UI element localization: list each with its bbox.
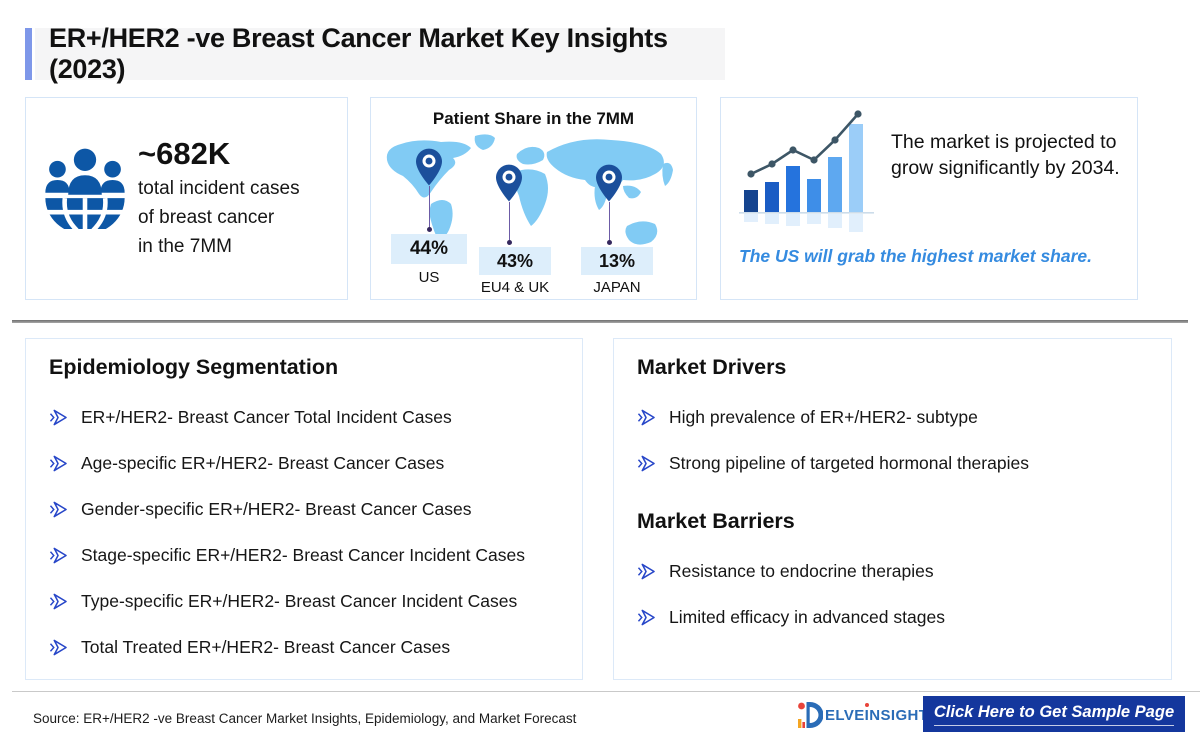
incident-cases-caption-line: of breast cancer [138, 207, 275, 228]
market-panel: Market Drivers High prevalence of ER+/HE… [613, 338, 1172, 680]
market-driver-item: High prevalence of ER+/HER2- subtype [669, 407, 978, 427]
list-item: High prevalence of ER+/HER2- subtype [637, 407, 1151, 428]
arrow-bullet-icon [49, 409, 67, 426]
arrow-bullet-icon [637, 609, 655, 626]
arrow-bullet-icon [637, 563, 655, 580]
arrow-bullet-icon [637, 409, 655, 426]
region-label-japan: JAPAN [593, 279, 641, 296]
epidemiology-panel: Epidemiology Segmentation ER+/HER2- Brea… [25, 338, 583, 680]
section-divider [12, 320, 1188, 323]
market-drivers-heading: Market Drivers [637, 355, 787, 379]
growth-chart-icon [739, 110, 874, 232]
list-item: Limited efficacy in advanced stages [637, 607, 1151, 628]
arrow-bullet-icon [49, 455, 67, 472]
title-box: ER+/HER2 -ve Breast Cancer Market Key In… [35, 23, 725, 84]
list-item: Stage-specific ER+/HER2- Breast Cancer I… [49, 545, 562, 566]
leader-dot-eu [507, 240, 512, 245]
share-value-japan: 13% [581, 247, 653, 275]
incident-cases-caption-line: in the 7MM [138, 236, 232, 257]
footer-divider [12, 691, 1200, 692]
epidemiology-item: Gender-specific ER+/HER2- Breast Cancer … [81, 499, 472, 519]
epidemiology-item: Age-specific ER+/HER2- Breast Cancer Cas… [81, 453, 445, 473]
arrow-bullet-icon [49, 501, 67, 518]
list-item: Type-specific ER+/HER2- Breast Cancer In… [49, 591, 562, 612]
arrow-bullet-icon [49, 593, 67, 610]
leader-line-us [429, 186, 430, 229]
market-barriers-heading: Market Barriers [637, 509, 795, 533]
epidemiology-item: Stage-specific ER+/HER2- Breast Cancer I… [81, 545, 526, 565]
map-pin-eu [496, 164, 522, 202]
share-value-us: 44% [391, 234, 467, 264]
patient-share-title: Patient Share in the 7MM [432, 109, 635, 128]
list-item: Age-specific ER+/HER2- Breast Cancer Cas… [49, 453, 562, 474]
arrow-bullet-icon [637, 455, 655, 472]
share-value-eu: 43% [479, 247, 551, 275]
source-text: Source: ER+/HER2 -ve Breast Cancer Marke… [33, 711, 577, 726]
incident-cases-value: ~682K [138, 136, 231, 171]
list-item: ER+/HER2- Breast Cancer Total Incident C… [49, 407, 562, 428]
map-pin-japan [596, 164, 622, 202]
projection-text: The market is projected to grow signific… [891, 131, 1120, 179]
epidemiology-heading: Epidemiology Segmentation [49, 355, 339, 379]
leader-dot-us [427, 227, 432, 232]
list-item: Total Treated ER+/HER2- Breast Cancer Ca… [49, 637, 562, 658]
projection-highlight: The US will grab the highest market shar… [739, 246, 1093, 266]
delveinsight-logo[interactable]: ELVE INSIGHT [797, 700, 928, 730]
delveinsight-logo-icon [798, 702, 823, 728]
leader-dot-japan [607, 240, 612, 245]
leader-line-japan [609, 202, 610, 242]
page-title-bar: ER+/HER2 -ve Breast Cancer Market Key In… [25, 23, 725, 84]
list-item: Gender-specific ER+/HER2- Breast Cancer … [49, 499, 562, 520]
get-sample-page-label: Click Here to Get Sample Page [933, 703, 1175, 726]
title-accent-bar [25, 28, 32, 80]
region-label-us: US [418, 269, 440, 286]
list-item: Resistance to endocrine therapies [637, 561, 1151, 582]
leader-line-eu [509, 202, 510, 242]
epidemiology-item: ER+/HER2- Breast Cancer Total Incident C… [81, 407, 452, 427]
arrow-bullet-icon [49, 547, 67, 564]
arrow-bullet-icon [49, 639, 67, 656]
get-sample-page-button[interactable]: Click Here to Get Sample Page [923, 696, 1185, 732]
delveinsight-logo-text: ELVE INSIGHT [825, 702, 928, 724]
epidemiology-item: Total Treated ER+/HER2- Breast Cancer Ca… [81, 637, 451, 657]
map-pin-us [416, 148, 442, 186]
market-driver-item: Strong pipeline of targeted hormonal the… [669, 453, 1029, 473]
market-barrier-item: Resistance to endocrine therapies [669, 561, 934, 581]
incident-cases-caption-line: total incident cases [138, 178, 300, 199]
region-label-eu: EU4 & UK [480, 279, 550, 296]
incidence-card: ~682K total incident cases of breast can… [25, 97, 348, 300]
list-item: Strong pipeline of targeted hormonal the… [637, 453, 1151, 474]
epidemiology-item: Type-specific ER+/HER2- Breast Cancer In… [81, 591, 518, 611]
projection-card: The market is projected to grow signific… [720, 97, 1138, 300]
population-globe-icon [45, 148, 125, 229]
page-title: ER+/HER2 -ve Breast Cancer Market Key In… [49, 23, 668, 84]
patient-share-card: Patient Share in the 7MM [370, 97, 697, 300]
logo-i-dot [864, 702, 869, 707]
market-barrier-item: Limited efficacy in advanced stages [669, 607, 945, 627]
